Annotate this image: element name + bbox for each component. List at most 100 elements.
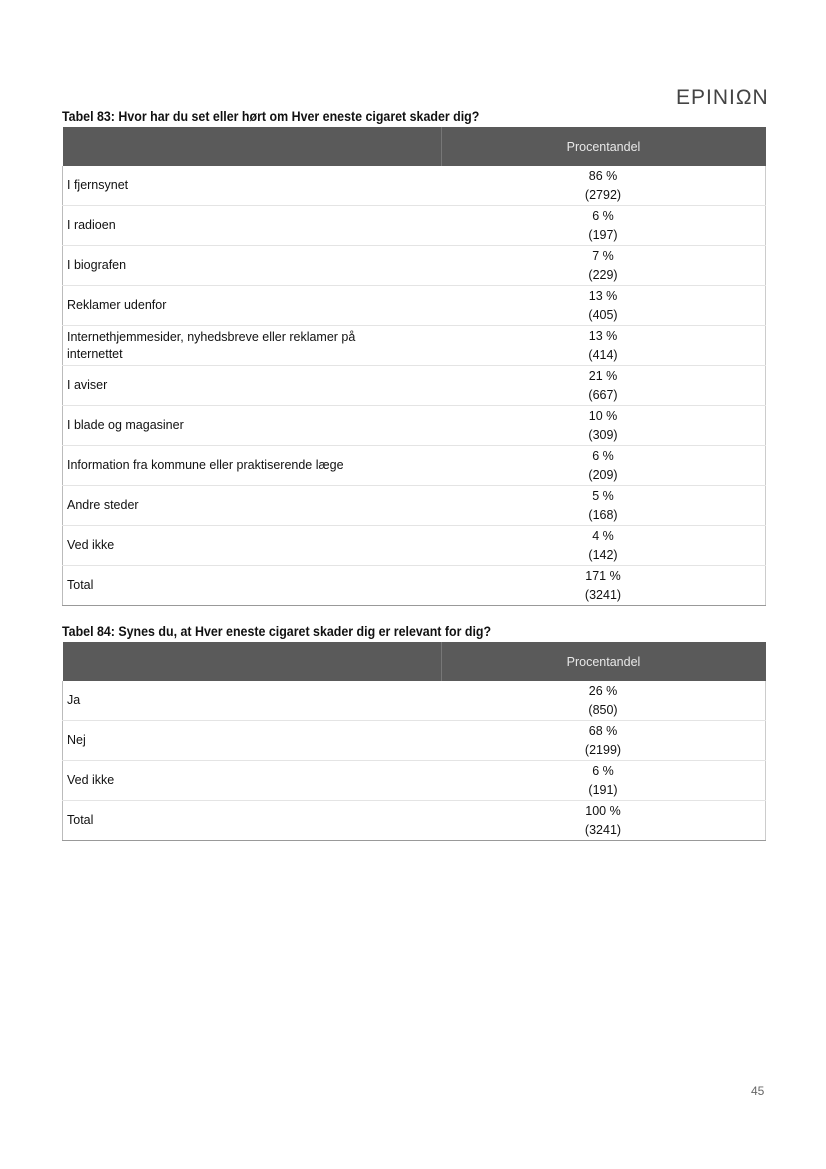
table-row: I radioen 6 % (197) (62, 205, 766, 246)
count-value: (850) (588, 702, 618, 717)
percent-value: 7 % (592, 248, 614, 263)
header-blank (62, 642, 442, 681)
percent-value: 6 % (592, 208, 614, 223)
row-label-text: I aviser (67, 378, 108, 392)
row-value: 13 % (405) (441, 285, 766, 326)
count-value: (142) (588, 547, 618, 562)
table-row: I blade og magasiner 10 % (309) (62, 405, 766, 446)
row-value: 6 % (197) (441, 205, 766, 246)
row-label-text: Total (67, 578, 94, 592)
count-value: (2792) (584, 187, 622, 202)
count-value: (414) (588, 347, 618, 362)
count-value: (405) (588, 307, 618, 322)
percent-value: 4 % (592, 528, 614, 543)
row-label: I blade og magasiner (62, 405, 441, 446)
table-83: Procentandel I fjernsynet 86 % (2792) I rad… (62, 127, 766, 606)
percent-value: 6 % (592, 763, 614, 778)
count-value: (309) (588, 427, 618, 442)
row-value: 86 % (2792) (441, 166, 766, 206)
table-row: Ja 26 % (850) (62, 681, 766, 721)
epinion-logo: EPINIΩN (676, 86, 769, 109)
row-label: Information fra kommune eller praktisere… (62, 445, 441, 486)
row-value: 6 % (209) (441, 445, 766, 486)
table-83-title: Tabel 83: Hvor har du set eller hørt om … (62, 109, 480, 124)
row-label: Ja (62, 681, 441, 721)
column-header: Procentandel (441, 127, 766, 166)
count-value: (191) (588, 782, 618, 797)
row-label: Reklamer udenfor (62, 285, 441, 326)
percent-value: 13 % (588, 288, 618, 303)
table-row: Information fra kommune eller praktisere… (62, 445, 766, 486)
row-label: Total (62, 565, 441, 606)
row-label: Nej (62, 720, 441, 761)
page-number: 45 (751, 1084, 765, 1098)
row-label-text: Nej (67, 733, 86, 747)
table-row: I aviser 21 % (667) (62, 365, 766, 406)
row-label: Total (62, 800, 441, 841)
table-84: Procentandel Ja 26 % (850) Nej 68 % (2199) Ved… (62, 642, 766, 841)
row-value: 5 % (168) (441, 485, 766, 526)
row-value: 10 % (309) (441, 405, 766, 446)
table-row: Total 171 % (3241) (62, 565, 766, 606)
percent-value: 13 % (588, 328, 618, 343)
table-row: Ved ikke 4 % (142) (62, 525, 766, 566)
percent-value: 68 % (588, 723, 618, 738)
table-row: Reklamer udenfor 13 % (405) (62, 285, 766, 326)
table-84-title: Tabel 84: Synes du, at Hver eneste cigar… (62, 624, 492, 639)
row-value: 6 % (191) (441, 760, 766, 801)
table-row: Andre steder 5 % (168) (62, 485, 766, 526)
row-label-text: Information fra kommune eller praktisere… (67, 458, 344, 472)
row-label-text: I radioen (67, 218, 116, 232)
row-label: I fjernsynet (62, 166, 441, 206)
row-label: I radioen (62, 205, 441, 246)
row-value: 7 % (229) (441, 245, 766, 286)
row-label: Ved ikke (62, 760, 441, 801)
row-label-text: Reklamer udenfor (67, 298, 167, 312)
row-label: I biografen (62, 245, 441, 286)
row-label-text: I blade og magasiner (67, 418, 184, 432)
row-label-text: Ved ikke (67, 538, 115, 552)
row-value: 21 % (667) (441, 365, 766, 406)
row-label: Internethjemmesider, nyhedsbreve eller r… (62, 325, 441, 366)
row-value: 4 % (142) (441, 525, 766, 566)
row-label-text: Internethjemmesider, nyhedsbreve eller r… (67, 329, 356, 361)
row-label: Andre steder (62, 485, 441, 526)
count-value: (2199) (584, 742, 622, 757)
table-row: I biografen 7 % (229) (62, 245, 766, 286)
table-row: Total 100 % (3241) (62, 800, 766, 841)
table-row: Internethjemmesider, nyhedsbreve eller r… (62, 325, 766, 366)
row-label-text: I biografen (67, 258, 127, 272)
percent-value: 171 % (585, 568, 621, 583)
row-value: 13 % (414) (441, 325, 766, 366)
row-value: 100 % (3241) (441, 800, 766, 841)
header-blank (62, 127, 442, 166)
count-value: (3241) (584, 587, 622, 602)
percent-value: 21 % (588, 368, 618, 383)
row-label-text: Ved ikke (67, 773, 115, 787)
row-label-text: Total (67, 813, 94, 827)
count-value: (209) (588, 467, 618, 482)
table-row: Nej 68 % (2199) (62, 720, 766, 761)
row-value: 171 % (3241) (441, 565, 766, 606)
table-row: I fjernsynet 86 % (2792) (62, 166, 766, 206)
count-value: (197) (588, 227, 618, 242)
percent-value: 100 % (585, 803, 621, 818)
percent-value: 5 % (592, 488, 614, 503)
percent-value: 6 % (592, 448, 614, 463)
row-label-text: Andre steder (67, 498, 139, 512)
row-label: Ved ikke (62, 525, 441, 566)
row-label-text: I fjernsynet (67, 178, 129, 192)
count-value: (168) (588, 507, 618, 522)
count-value: (3241) (584, 822, 622, 837)
row-value: 26 % (850) (441, 681, 766, 721)
count-value: (667) (588, 387, 618, 402)
table-row: Ved ikke 6 % (191) (62, 760, 766, 801)
percent-value: 26 % (588, 683, 618, 698)
count-value: (229) (588, 267, 618, 282)
row-label-text: Ja (67, 693, 81, 707)
row-value: 68 % (2199) (441, 720, 766, 761)
percent-value: 10 % (588, 408, 618, 423)
column-header: Procentandel (441, 642, 766, 681)
row-label: I aviser (62, 365, 441, 406)
